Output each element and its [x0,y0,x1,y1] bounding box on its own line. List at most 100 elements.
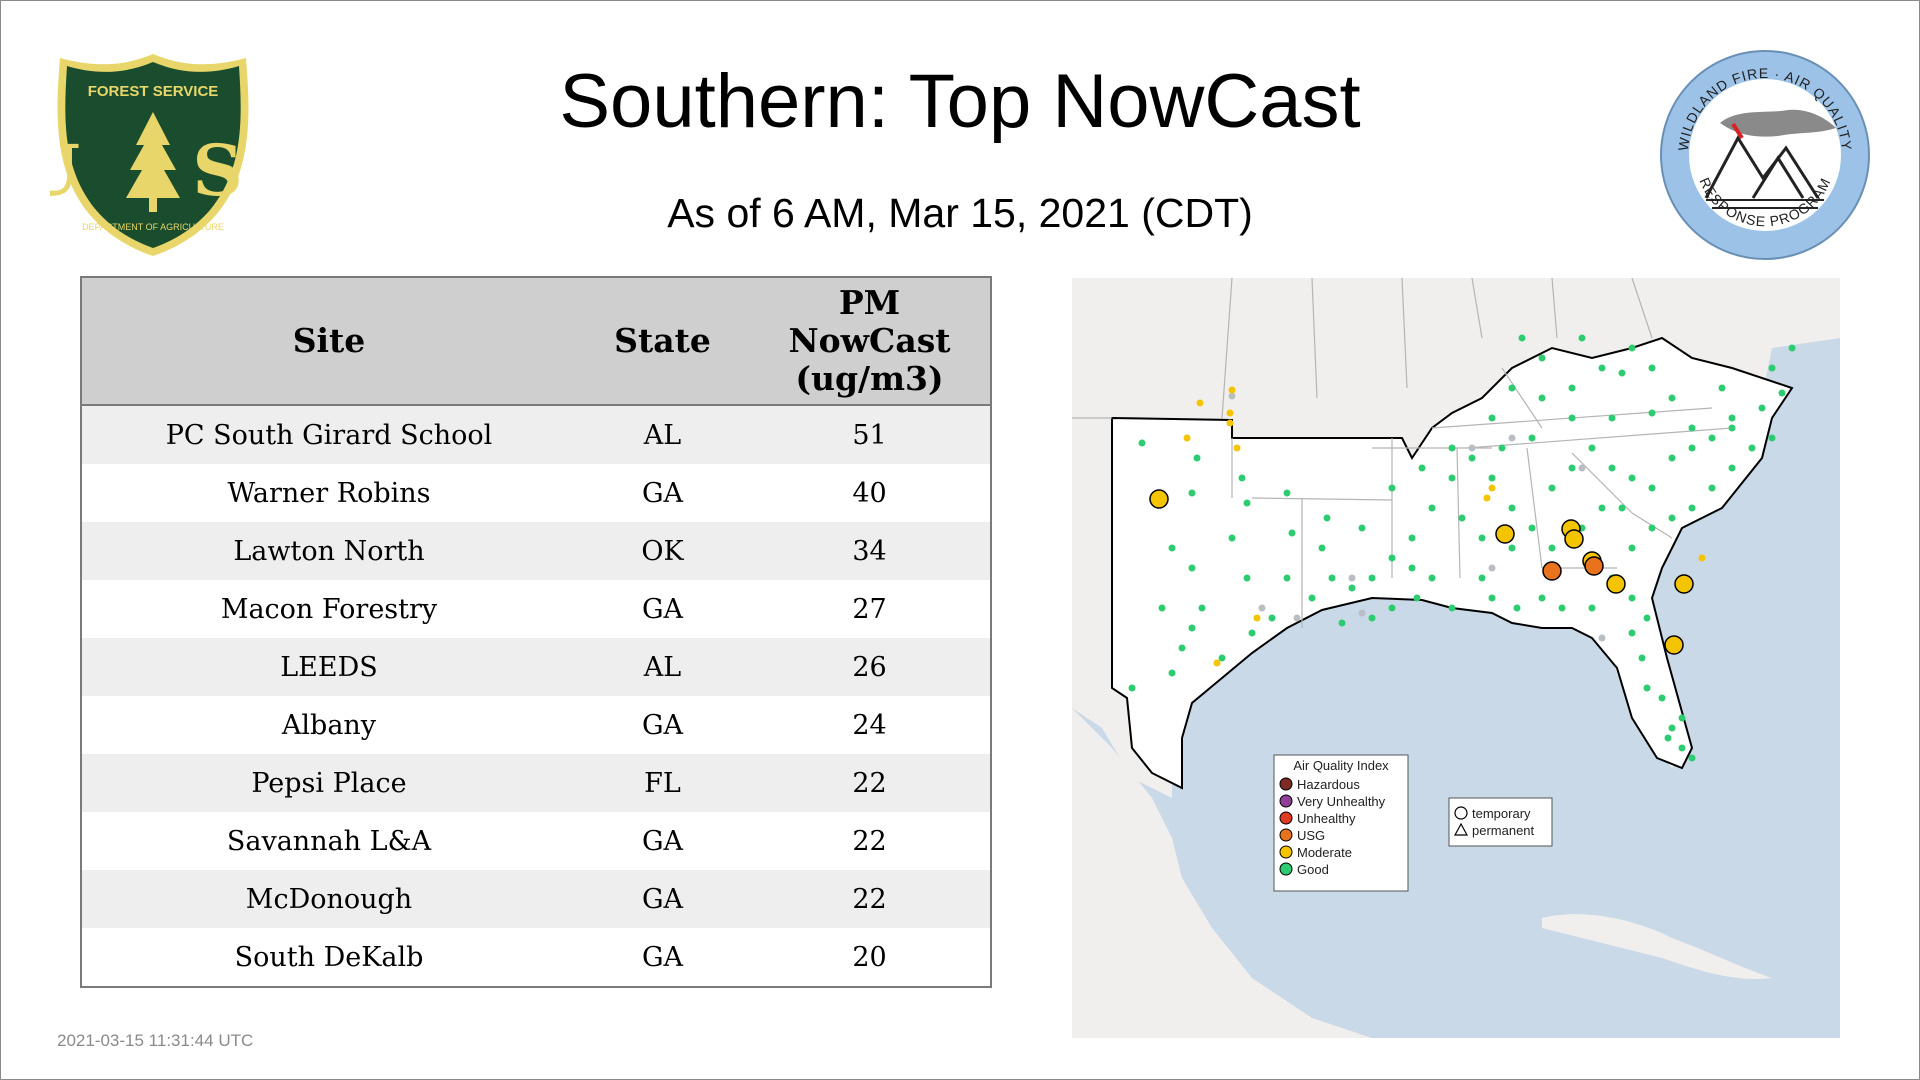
good-site-marker [1178,644,1186,652]
good-site-marker [1688,444,1696,452]
temporary-label: temporary [1472,806,1531,821]
good-site-marker [1168,544,1176,552]
good-site-marker [1568,384,1576,392]
good-site-marker [1188,624,1196,632]
good-site-marker [1648,364,1656,372]
moderate-site-marker [1698,554,1706,562]
good-site-marker [1408,534,1416,542]
good-site-marker [1488,594,1496,602]
good-site-marker [1758,404,1766,412]
good-site-marker [1508,384,1516,392]
legend-swatch [1279,777,1293,791]
top-site-marker [1149,489,1169,509]
table-row: LEEDS AL 26 [82,638,990,696]
value-cell: 34 [749,522,990,580]
good-site-marker [1668,514,1676,522]
good-site-marker [1168,669,1176,677]
good-site-marker [1448,604,1456,612]
site-cell: South DeKalb [82,928,576,986]
good-site-marker [1283,574,1291,582]
good-site-marker [1288,529,1296,537]
moderate-site-marker [1213,659,1221,667]
good-site-marker [1558,604,1566,612]
top-site-marker [1564,529,1584,549]
good-site-marker [1388,604,1396,612]
good-site-marker [1728,464,1736,472]
moderate-site-marker [1488,484,1496,492]
value-cell: 20 [749,928,990,986]
good-site-marker [1338,619,1346,627]
no-data-site-marker [1228,392,1236,400]
good-site-marker [1718,384,1726,392]
state-cell: GA [576,812,749,870]
good-site-marker [1708,434,1716,442]
good-site-marker [1448,444,1456,452]
good-site-marker [1768,364,1776,372]
good-site-marker [1323,514,1331,522]
shield-top-text: FOREST SERVICE [88,83,219,100]
state-cell: AL [576,405,749,464]
good-site-marker [1608,414,1616,422]
good-site-marker [1638,654,1646,662]
good-site-marker [1488,474,1496,482]
good-site-marker [1538,354,1546,362]
nowcast-table: Site State PM NowCast (ug/m3) PC South G… [80,276,992,988]
good-site-marker [1458,514,1466,522]
state-cell: FL [576,754,749,812]
good-site-marker [1643,684,1651,692]
site-cell: Pepsi Place [82,754,576,812]
good-site-marker [1678,714,1686,722]
good-site-marker [1588,444,1596,452]
good-site-marker [1508,544,1516,552]
moderate-site-marker [1183,434,1191,442]
table-row: Albany GA 24 [82,696,990,754]
good-site-marker [1198,604,1206,612]
good-site-marker [1788,344,1796,352]
good-site-marker [1628,474,1636,482]
good-site-marker [1668,724,1676,732]
state-cell: GA [576,464,749,522]
good-site-marker [1248,629,1256,637]
monitor-sites [1128,334,1796,762]
good-site-marker [1478,574,1486,582]
table-row: PC South Girard School AL 51 [82,405,990,464]
no-data-site-marker [1578,464,1586,472]
good-site-marker [1478,534,1486,542]
site-cell: PC South Girard School [82,405,576,464]
moderate-site-marker [1228,386,1236,394]
good-site-marker [1408,564,1416,572]
no-data-site-marker [1258,604,1266,612]
good-site-marker [1658,694,1666,702]
good-site-marker [1228,534,1236,542]
good-site-marker [1193,454,1201,462]
table-header-row: Site State PM NowCast (ug/m3) [82,278,990,406]
good-site-marker [1728,414,1736,422]
good-site-marker [1598,504,1606,512]
pm-header-line3: (ug/m3) [795,359,944,398]
good-site-marker [1643,614,1651,622]
good-site-marker [1508,504,1516,512]
good-site-marker [1308,594,1316,602]
good-site-marker [1548,544,1556,552]
good-site-marker [1628,344,1636,352]
legend-swatch [1279,828,1293,842]
good-site-marker [1283,489,1291,497]
top-site-marker [1674,574,1694,594]
forest-service-shield-icon: FOREST SERVICE U S DEPARTMENT OF AGRICUL… [19,50,256,260]
state-cell: AL [576,638,749,696]
good-site-marker [1328,574,1336,582]
moderate-site-marker [1226,419,1234,427]
site-cell: Macon Forestry [82,580,576,638]
no-data-site-marker [1598,634,1606,642]
good-site-marker [1528,434,1536,442]
good-site-marker [1218,654,1226,662]
no-data-site-marker [1508,434,1516,442]
good-site-marker [1768,434,1776,442]
good-site-marker [1568,464,1576,472]
value-cell: 26 [749,638,990,696]
table-row: Warner Robins GA 40 [82,464,990,522]
good-site-marker [1388,554,1396,562]
moderate-site-marker [1233,444,1241,452]
good-site-marker [1348,584,1356,592]
site-cell: LEEDS [82,638,576,696]
